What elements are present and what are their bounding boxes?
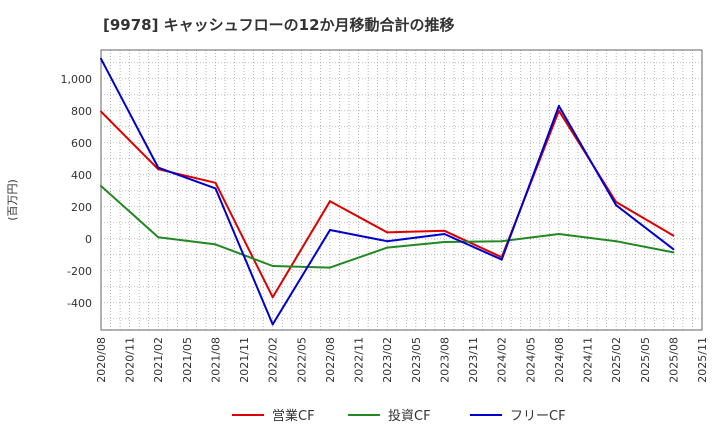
y-tick-label: 400	[71, 169, 92, 182]
y-axis-label: (百万円)	[6, 179, 19, 221]
x-tick-label: 2021/02	[152, 337, 165, 383]
y-tick-label: 0	[85, 233, 92, 246]
data-point	[328, 200, 331, 203]
data-point	[100, 110, 102, 113]
x-tick-label: 2024/05	[524, 337, 537, 383]
plot-frame	[100, 49, 703, 331]
x-tick-label: 2022/02	[267, 337, 280, 383]
y-tick-label: 1,000	[61, 73, 93, 86]
x-tick-label: 2025/08	[667, 337, 680, 383]
data-point	[386, 240, 389, 243]
x-tick-label: 2024/11	[582, 337, 595, 383]
x-tick-label: 2025/11	[696, 337, 709, 383]
data-point	[443, 241, 446, 243]
data-point	[386, 246, 389, 249]
legend-label: 投資CF	[388, 408, 431, 424]
y-tick-label: -200	[67, 265, 92, 278]
y-tick-label: 200	[71, 201, 92, 214]
data-point	[100, 185, 102, 187]
x-tick-label: 2022/05	[295, 337, 308, 383]
data-point	[271, 323, 274, 326]
x-tick-label: 2021/08	[209, 337, 222, 383]
grid	[100, 50, 703, 330]
data-point	[615, 204, 618, 207]
y-tick-label: 600	[71, 137, 92, 150]
data-point	[328, 229, 331, 231]
data-point	[672, 251, 675, 254]
x-tick-label: 2022/11	[353, 337, 366, 383]
x-tick-label: 2023/02	[381, 337, 394, 383]
x-tick-label: 2021/05	[181, 337, 194, 383]
data-point	[557, 105, 560, 107]
data-point	[214, 181, 217, 184]
data-point	[386, 231, 389, 234]
x-axis: 2020/08 2020/11 2021/02 2021/05 2021/08 2021/…	[95, 337, 709, 383]
data-point	[672, 234, 675, 237]
series-group	[100, 57, 675, 326]
x-tick-label: 2024/08	[553, 337, 566, 383]
series-line-投資CF	[100, 185, 674, 269]
data-point	[672, 248, 675, 251]
y-axis: -400 -200 0 200 400 600 800 1,000	[61, 73, 93, 310]
data-point	[214, 243, 217, 246]
data-point	[271, 265, 274, 267]
data-point	[100, 57, 102, 60]
data-point	[615, 240, 618, 243]
data-point	[214, 187, 217, 190]
data-point	[500, 258, 503, 261]
chart-title: [9978] キャッシュフローの12か月移動合計の推移	[103, 16, 455, 34]
x-tick-label: 2025/02	[610, 337, 623, 383]
x-tick-label: 2021/11	[238, 337, 251, 383]
data-point	[500, 240, 503, 243]
data-point	[328, 266, 331, 269]
data-point	[557, 233, 560, 235]
legend-label: フリーCF	[510, 409, 566, 424]
y-tick-label: 800	[71, 105, 92, 118]
x-tick-label: 2024/02	[496, 337, 509, 383]
x-tick-label: 2023/08	[438, 337, 451, 383]
data-point	[443, 233, 446, 235]
data-point	[557, 109, 560, 112]
x-tick-label: 2025/05	[639, 337, 652, 383]
y-tick-label: -400	[67, 297, 92, 310]
data-point	[157, 236, 160, 239]
x-tick-label: 2023/11	[467, 337, 480, 383]
x-tick-label: 2020/08	[95, 337, 108, 383]
legend-label: 営業CF	[272, 408, 315, 424]
data-point	[271, 296, 274, 299]
x-tick-label: 2022/08	[324, 337, 337, 383]
x-tick-label: 2023/05	[410, 337, 423, 383]
data-point	[157, 166, 160, 169]
data-point	[443, 229, 446, 232]
legend: 営業CF 投資CF フリーCF	[232, 408, 566, 424]
x-tick-label: 2020/11	[124, 337, 137, 383]
